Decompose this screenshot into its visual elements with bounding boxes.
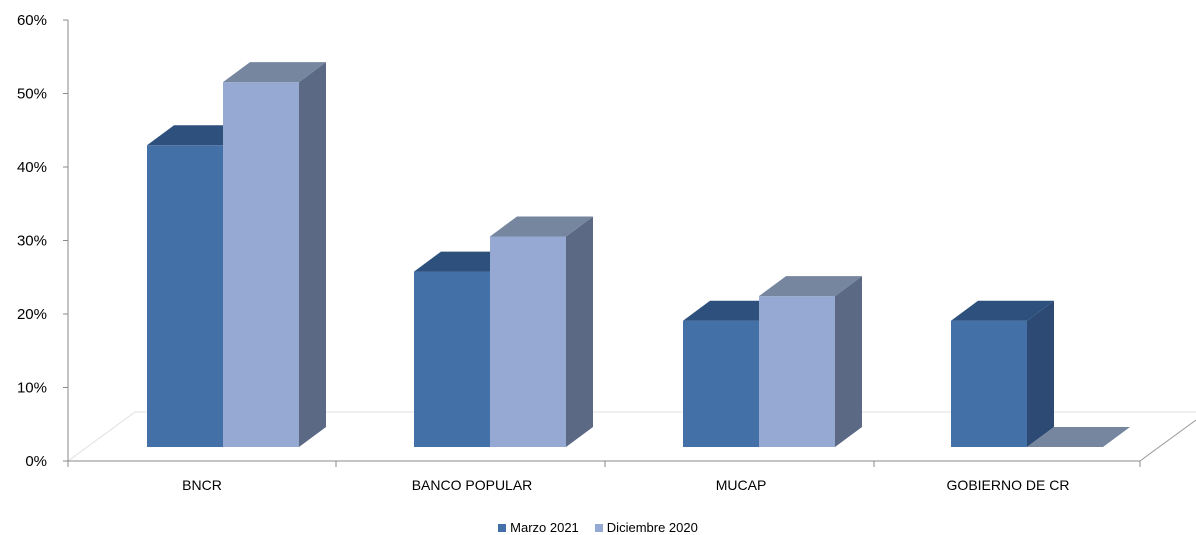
y-tick-label: 0%	[25, 453, 47, 470]
chart-axes	[63, 19, 1141, 467]
legend-item: Diciembre 2020	[594, 520, 698, 535]
legend-swatch	[594, 523, 603, 532]
bar-front-face	[490, 236, 566, 447]
y-tick-label: 50%	[17, 86, 47, 103]
bar-front-face	[951, 320, 1027, 447]
bar-top-face	[490, 216, 593, 237]
bar-side-face	[835, 276, 862, 447]
y-tick-label: 10%	[17, 380, 47, 397]
legend-label: Diciembre 2020	[606, 520, 698, 535]
legend-label: Marzo 2021	[510, 520, 579, 535]
bar-top-face	[223, 62, 326, 83]
bar-top-face	[759, 276, 862, 297]
x-category-label: BNCR	[182, 477, 222, 493]
floor-right-edge	[1139, 419, 1196, 462]
bar-front-face	[683, 320, 759, 447]
y-axis-tick-labels: 0% 10% 20% 30% 40% 50% 60%	[17, 12, 47, 470]
chart-bars	[147, 62, 1130, 448]
bar-front-face	[414, 271, 490, 447]
bar-top-face	[1027, 427, 1130, 447]
bar-2-1	[759, 276, 862, 447]
legend-swatch	[498, 523, 507, 532]
y-tick-label: 60%	[17, 12, 47, 29]
bar-top-face	[951, 300, 1054, 321]
chart-legend: Marzo 2021 Diciembre 2020	[0, 520, 1196, 535]
y-tick-label: 20%	[17, 306, 47, 323]
bar-front-face	[759, 296, 835, 447]
x-category-label: MUCAP	[716, 477, 767, 493]
bar-side-face	[566, 216, 593, 447]
bar-side-face	[299, 62, 326, 448]
x-category-label: BANCO POPULAR	[412, 477, 533, 493]
x-category-label: GOBIERNO DE CR	[947, 477, 1070, 493]
legend-item: Marzo 2021	[498, 520, 579, 535]
bar-0-1	[223, 62, 326, 448]
bar-side-face	[1027, 300, 1054, 447]
bar-front-face	[147, 145, 223, 448]
y-tick-label: 40%	[17, 159, 47, 176]
bar-3-1	[1027, 427, 1130, 447]
y-tick-label: 30%	[17, 233, 47, 250]
bar-front-face	[223, 82, 299, 447]
x-axis-category-labels: BNCR BANCO POPULAR MUCAP GOBIERNO DE CR	[182, 477, 1069, 493]
bar-1-1	[490, 216, 593, 447]
bar-3-0	[951, 300, 1054, 447]
